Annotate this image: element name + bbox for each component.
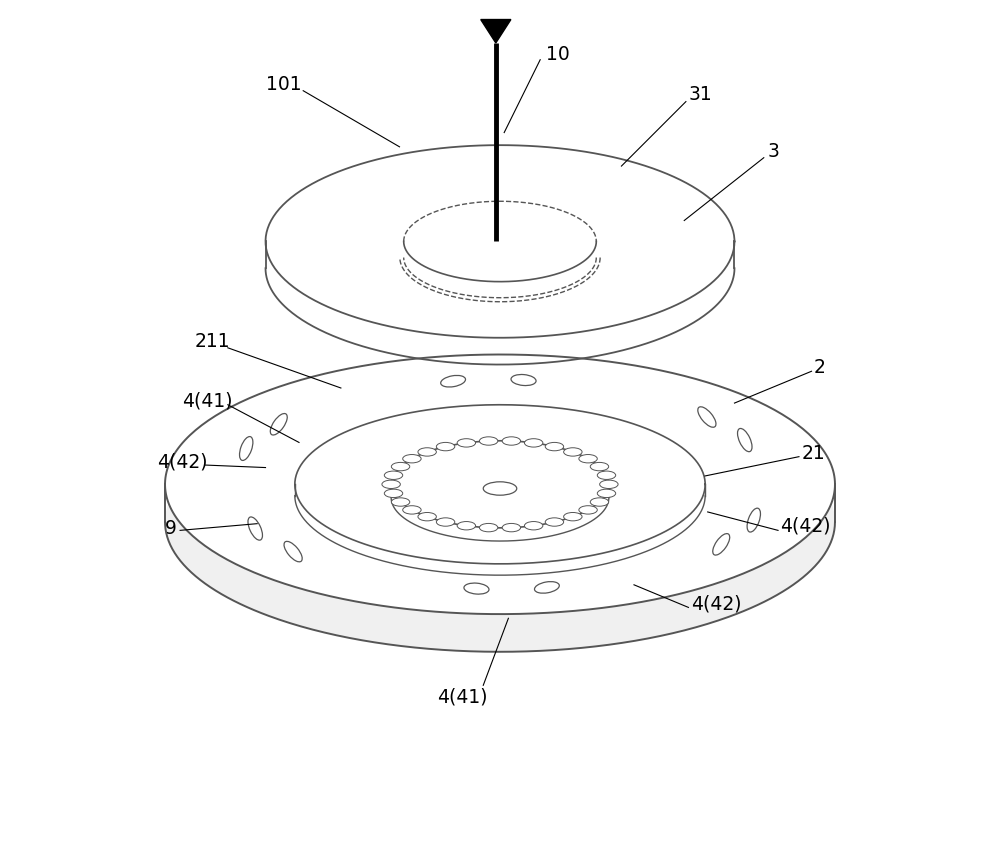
Text: 3: 3 <box>768 142 780 161</box>
Text: 4(41): 4(41) <box>182 391 232 410</box>
Ellipse shape <box>590 498 609 506</box>
Polygon shape <box>266 145 734 338</box>
Ellipse shape <box>502 437 521 445</box>
Ellipse shape <box>502 524 521 532</box>
Ellipse shape <box>479 524 498 532</box>
Ellipse shape <box>248 517 262 540</box>
Ellipse shape <box>564 513 582 521</box>
Text: 4(42): 4(42) <box>691 594 741 614</box>
Ellipse shape <box>483 482 517 495</box>
Text: 101: 101 <box>266 75 301 94</box>
Ellipse shape <box>479 437 498 445</box>
Ellipse shape <box>713 534 730 555</box>
Ellipse shape <box>597 471 616 480</box>
Ellipse shape <box>579 506 597 514</box>
Ellipse shape <box>524 522 543 530</box>
Ellipse shape <box>457 522 476 530</box>
Text: 2: 2 <box>814 357 826 377</box>
Ellipse shape <box>270 414 287 435</box>
Ellipse shape <box>418 448 436 456</box>
Ellipse shape <box>590 463 609 470</box>
Polygon shape <box>404 201 596 282</box>
Text: 4(42): 4(42) <box>781 517 831 535</box>
Ellipse shape <box>534 582 559 593</box>
Text: 31: 31 <box>688 85 712 105</box>
Ellipse shape <box>436 443 455 451</box>
Ellipse shape <box>738 428 752 452</box>
Ellipse shape <box>511 374 536 385</box>
Ellipse shape <box>545 518 564 526</box>
Ellipse shape <box>545 443 564 451</box>
Ellipse shape <box>600 481 618 488</box>
Text: 10: 10 <box>546 46 570 64</box>
Ellipse shape <box>524 438 543 447</box>
Ellipse shape <box>698 407 716 427</box>
Ellipse shape <box>597 489 616 497</box>
Ellipse shape <box>441 375 466 387</box>
Polygon shape <box>165 392 835 652</box>
Polygon shape <box>391 441 609 528</box>
Ellipse shape <box>457 438 476 447</box>
Ellipse shape <box>240 437 253 460</box>
Ellipse shape <box>403 506 421 514</box>
Ellipse shape <box>436 518 455 526</box>
Text: 4(41): 4(41) <box>437 688 488 706</box>
Text: 4(42): 4(42) <box>157 452 207 471</box>
Ellipse shape <box>418 513 436 521</box>
Polygon shape <box>165 355 835 614</box>
Ellipse shape <box>384 471 403 480</box>
Ellipse shape <box>391 463 410 470</box>
Polygon shape <box>295 405 705 564</box>
Ellipse shape <box>391 498 410 506</box>
Text: 211: 211 <box>194 332 230 352</box>
Ellipse shape <box>747 508 760 532</box>
Ellipse shape <box>403 454 421 463</box>
Ellipse shape <box>382 481 400 488</box>
Ellipse shape <box>464 583 489 594</box>
Text: 21: 21 <box>801 443 825 463</box>
Polygon shape <box>481 19 511 43</box>
Ellipse shape <box>384 489 403 497</box>
Ellipse shape <box>564 448 582 456</box>
Text: 9: 9 <box>165 519 177 538</box>
Ellipse shape <box>579 454 597 463</box>
Ellipse shape <box>284 541 302 561</box>
